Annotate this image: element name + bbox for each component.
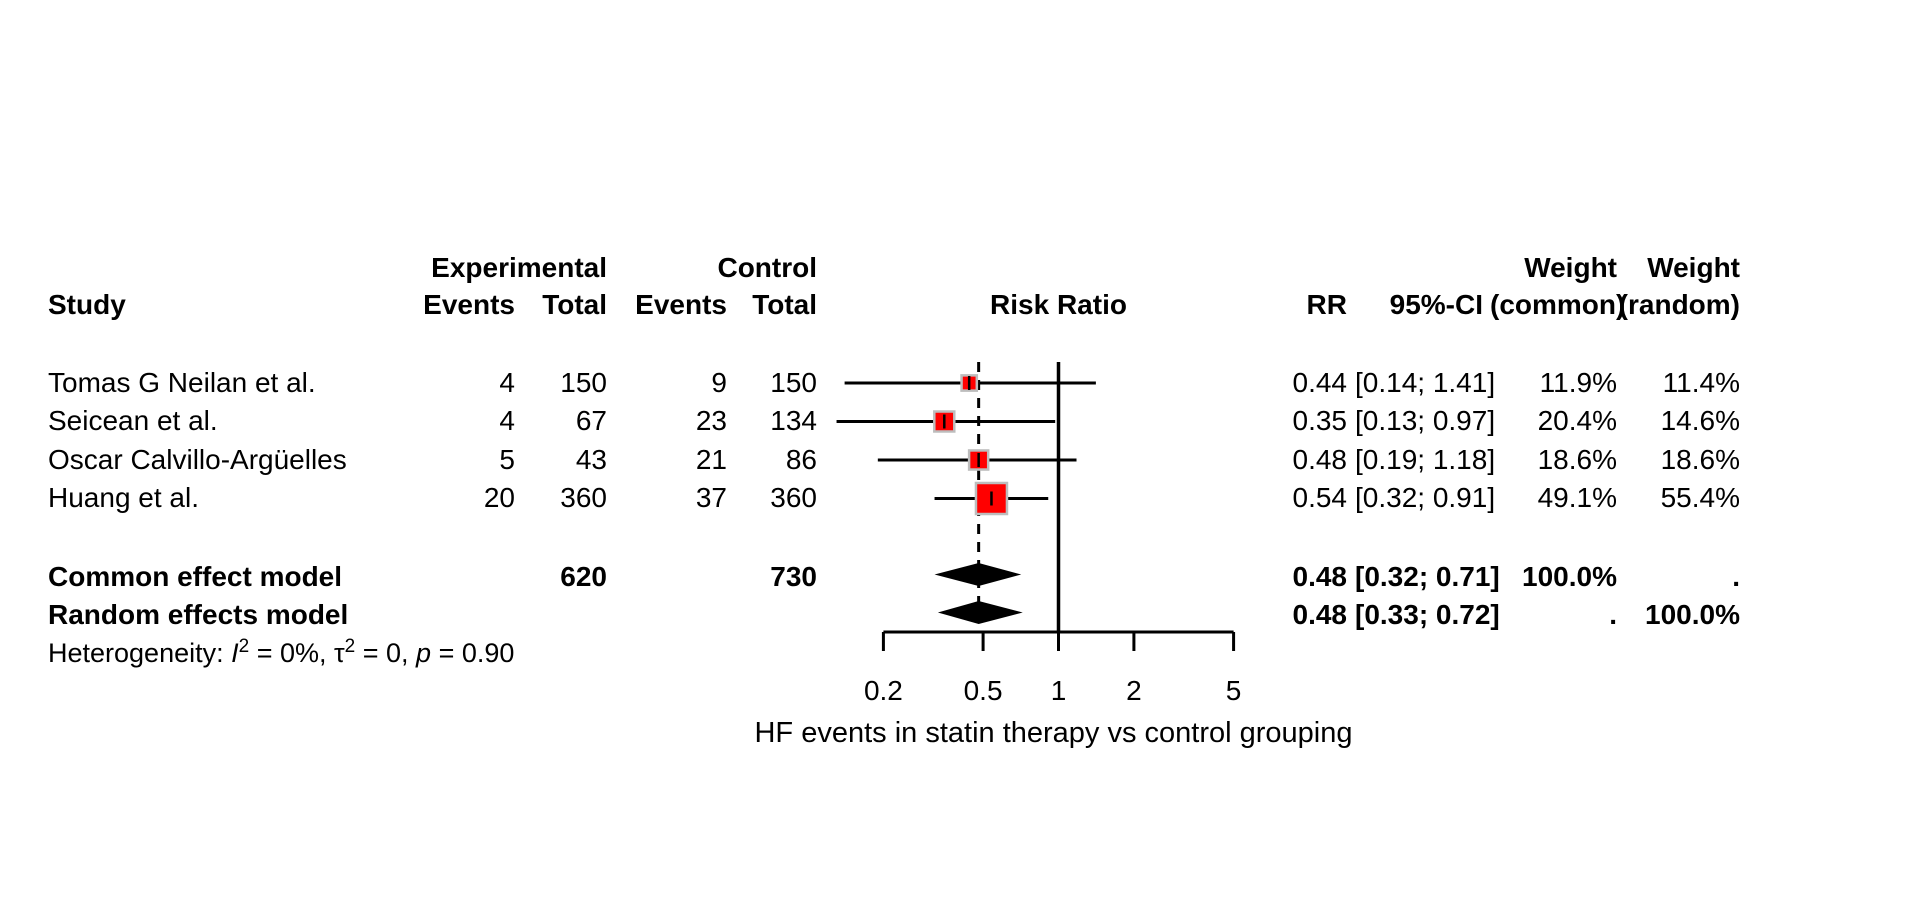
weight-random-value: 55.4% — [1660, 482, 1740, 513]
ci-value: [0.19; 1.18] — [1355, 444, 1496, 475]
ctrl-events-value: 9 — [711, 367, 727, 398]
col-header-control: Control — [717, 252, 817, 283]
ctrl-total-sum: 730 — [770, 561, 817, 592]
study-row-4: Huang et al. 20 360 37 360 0.54 [0.32; 0… — [0, 479, 1918, 517]
weight-common-value: . — [1609, 599, 1617, 630]
col-header-weight-random-line1: Weight — [1647, 252, 1740, 283]
x-tick-label: 2 — [1126, 675, 1142, 706]
weight-random-value: . — [1732, 561, 1740, 592]
exp-events-value: 4 — [499, 367, 515, 398]
col-header-rr: RR — [1306, 289, 1347, 320]
study-row-3: Oscar Calvillo-Argüelles 5 43 21 86 0.48… — [0, 441, 1918, 479]
study-name: Oscar Calvillo-Argüelles — [48, 444, 347, 475]
ctrl-events-value: 37 — [695, 482, 727, 513]
study-name: Huang et al. — [48, 482, 199, 513]
weight-random-value: 14.6% — [1660, 405, 1740, 436]
weight-random-value: 11.4% — [1662, 367, 1740, 398]
rr-value: 0.54 — [1292, 482, 1348, 513]
header-row-group: Experimental Control Weight Weight — [0, 249, 1918, 287]
het-seg1: = 0%, — [249, 638, 334, 668]
x-tick-label: 0.5 — [964, 675, 1003, 706]
col-header-ci: 95%-CI — [1389, 289, 1483, 320]
ctrl-total-value: 134 — [770, 405, 817, 436]
weight-random-value: 100.0% — [1645, 599, 1740, 630]
heterogeneity-note: Heterogeneity: I2 = 0%, τ2 = 0, p = 0.90 — [48, 636, 514, 669]
exp-total-value: 67 — [575, 405, 607, 436]
rr-value: 0.48 — [1292, 561, 1348, 592]
exp-events-value: 20 — [483, 482, 515, 513]
common-effect-row: Common effect model 620 730 0.48 [0.32; … — [0, 558, 1918, 596]
ctrl-total-value: 86 — [785, 444, 817, 475]
x-tick-label: 5 — [1226, 675, 1242, 706]
het-tau-symbol: τ — [334, 638, 345, 668]
ci-value: [0.33; 0.72] — [1355, 599, 1500, 630]
rr-value: 0.44 — [1292, 367, 1348, 398]
rr-value: 0.35 — [1292, 405, 1348, 436]
x-tick-label: 1 — [1051, 675, 1067, 706]
het-seg3: = 0.90 — [431, 638, 515, 668]
x-tick-label: 0.2 — [864, 675, 903, 706]
exp-total-sum: 620 — [560, 561, 607, 592]
weight-common-value: 20.4% — [1537, 405, 1617, 436]
col-header-ctrl-total: Total — [752, 289, 817, 320]
exp-events-value: 5 — [499, 444, 515, 475]
weight-common-value: 100.0% — [1522, 561, 1617, 592]
col-header-weight-random-line2: (random) — [1618, 289, 1740, 320]
ctrl-events-value: 23 — [695, 405, 727, 436]
study-row-1: Tomas G Neilan et al. 4 150 9 150 0.44 [… — [0, 364, 1918, 402]
study-name: Tomas G Neilan et al. — [48, 367, 316, 398]
col-header-weight-common-line2: (common) — [1490, 289, 1626, 320]
x-axis-title: HF events in statin therapy vs control g… — [754, 717, 1352, 749]
col-header-study: Study — [48, 289, 126, 320]
het-i-sup: 2 — [238, 636, 250, 657]
exp-total-value: 360 — [560, 482, 607, 513]
exp-events-value: 4 — [499, 405, 515, 436]
ci-value: [0.14; 1.41] — [1355, 367, 1496, 398]
exp-total-value: 150 — [560, 367, 607, 398]
ctrl-total-value: 360 — [770, 482, 817, 513]
col-header-exp-events: Events — [423, 289, 515, 320]
col-header-experimental: Experimental — [431, 252, 607, 283]
study-name: Seicean et al. — [48, 405, 218, 436]
het-i-symbol: I — [231, 638, 239, 668]
rr-value: 0.48 — [1292, 599, 1348, 630]
weight-common-value: 11.9% — [1539, 367, 1617, 398]
model-name: Common effect model — [48, 561, 343, 592]
header-row-columns: Study Events Total Events Total Risk Rat… — [0, 286, 1918, 324]
rr-value: 0.48 — [1292, 444, 1348, 475]
col-header-ctrl-events: Events — [635, 289, 727, 320]
model-name: Random effects model — [48, 599, 349, 630]
ci-value: [0.32; 0.71] — [1355, 561, 1500, 592]
col-header-exp-total: Total — [542, 289, 607, 320]
het-prefix: Heterogeneity: — [48, 638, 232, 668]
weight-common-value: 49.1% — [1537, 482, 1617, 513]
het-seg2: = 0, — [355, 638, 417, 668]
het-p-symbol: p — [416, 638, 432, 668]
ci-value: [0.13; 0.97] — [1355, 405, 1496, 436]
exp-total-value: 43 — [575, 444, 607, 475]
ci-value: [0.32; 0.91] — [1355, 482, 1496, 513]
ctrl-total-value: 150 — [770, 367, 817, 398]
random-effects-row: Random effects model 0.48 [0.33; 0.72] .… — [0, 596, 1918, 634]
weight-common-value: 18.6% — [1537, 444, 1617, 475]
study-row-2: Seicean et al. 4 67 23 134 0.35 [0.13; 0… — [0, 402, 1918, 440]
het-tau-sup: 2 — [344, 636, 356, 657]
ctrl-events-value: 21 — [695, 444, 727, 475]
col-header-weight-common-line1: Weight — [1524, 252, 1617, 283]
weight-random-value: 18.6% — [1660, 444, 1740, 475]
col-header-risk-ratio: Risk Ratio — [990, 289, 1127, 320]
